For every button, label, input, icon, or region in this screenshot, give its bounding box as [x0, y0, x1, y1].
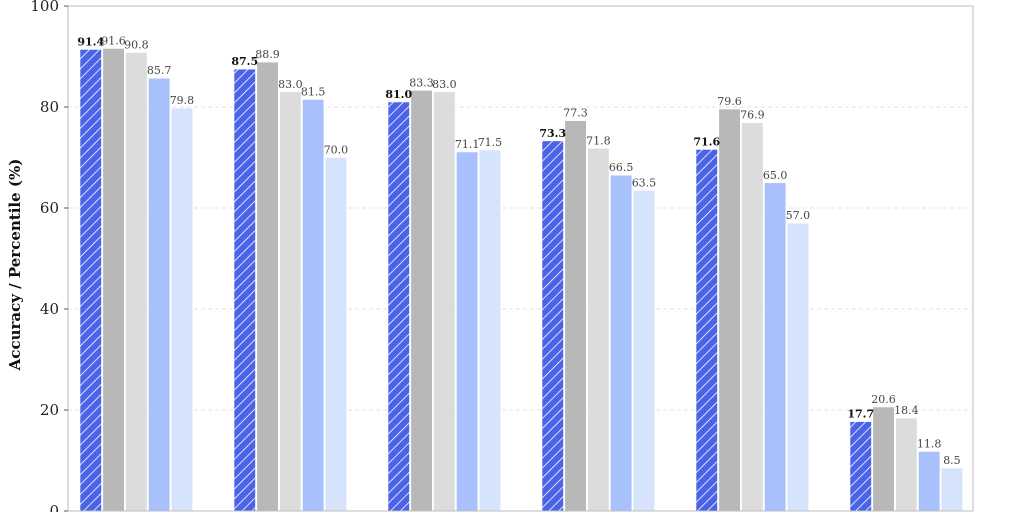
y-tick-label: 0: [49, 502, 59, 512]
value-label: 90.8: [124, 38, 149, 51]
value-label: 76.9: [740, 109, 765, 122]
y-axis-title: Accuracy / Percentile (%): [6, 159, 24, 372]
bar-s3-g1: [125, 52, 148, 512]
value-label: 8.5: [943, 454, 961, 467]
value-label: 17.7: [847, 408, 874, 421]
value-label: 71.5: [478, 136, 503, 149]
bar-s4-g2: [302, 99, 325, 512]
value-label: 70.0: [324, 144, 349, 157]
value-label: 81.5: [301, 85, 326, 98]
bar-s3-g5: [741, 122, 764, 512]
bar-s1-g4: [541, 140, 564, 512]
value-label: 18.4: [894, 404, 919, 417]
bar-s1-g6: [849, 421, 872, 512]
plot-frame: [67, 5, 974, 512]
y-tick-label: 100: [30, 0, 59, 15]
value-label: 83.3: [409, 76, 434, 89]
value-label: 85.7: [147, 64, 172, 77]
y-tick-label: 40: [40, 300, 59, 318]
y-tick-label: 20: [40, 401, 59, 419]
bar-s4-g6: [918, 451, 941, 512]
bar-s5-g1: [170, 107, 193, 512]
grid-lines: [68, 106, 973, 411]
value-label: 20.6: [871, 393, 896, 406]
value-label: 79.6: [717, 95, 742, 108]
bar-s4-g4: [610, 174, 633, 512]
bar-s2-g5: [718, 108, 741, 512]
value-label: 71.6: [693, 135, 720, 148]
bar-s5-g2: [324, 157, 348, 512]
bar-s1-g5: [695, 149, 718, 512]
y-axis: 0 20 40 60 80 100: [30, 0, 68, 512]
value-label: 79.8: [170, 94, 195, 107]
value-label: 88.9: [255, 48, 280, 61]
bar-s3-g2: [279, 91, 302, 512]
value-label: 91.6: [101, 34, 126, 47]
value-label: 11.8: [917, 437, 942, 450]
value-label: 57.0: [786, 209, 811, 222]
bar-s3-g4: [587, 148, 610, 512]
bar-s5-g3: [478, 149, 502, 512]
value-label: 65.0: [763, 169, 788, 182]
bar-s3-g3: [433, 91, 456, 512]
bar-s1-g1: [79, 49, 102, 512]
bars: [79, 48, 964, 512]
bar-s1-g3: [387, 101, 410, 512]
bar-s3-g6: [895, 417, 918, 512]
bar-s2-g4: [564, 120, 587, 512]
bar-s5-g4: [632, 190, 656, 512]
y-tick-label: 80: [40, 98, 59, 116]
value-label: 83.0: [278, 78, 303, 91]
value-label: 77.3: [563, 107, 588, 120]
value-label: 71.1: [455, 138, 480, 151]
bar-s1-g2: [233, 68, 256, 512]
value-label: 87.5: [231, 55, 258, 68]
value-label: 73.3: [539, 127, 566, 140]
value-label: 66.5: [609, 161, 634, 174]
bar-s2-g2: [256, 61, 279, 512]
value-labels: 91.491.690.885.779.887.588.983.081.570.0…: [77, 34, 960, 467]
bar-s2-g1: [102, 48, 125, 512]
value-label: 63.5: [632, 176, 657, 189]
bar-s5-g6: [940, 467, 964, 512]
value-label: 71.8: [586, 134, 611, 147]
value-label: 91.4: [77, 35, 104, 48]
bar-s4-g3: [456, 151, 479, 512]
y-tick-label: 60: [40, 199, 59, 217]
value-label: 83.0: [432, 78, 457, 91]
value-label: 81.0: [385, 88, 412, 101]
bar-s5-g5: [786, 222, 810, 512]
bar-s2-g3: [410, 90, 433, 512]
bar-s4-g1: [148, 77, 171, 512]
bar-s4-g5: [764, 182, 787, 512]
bar-s2-g6: [872, 406, 895, 512]
